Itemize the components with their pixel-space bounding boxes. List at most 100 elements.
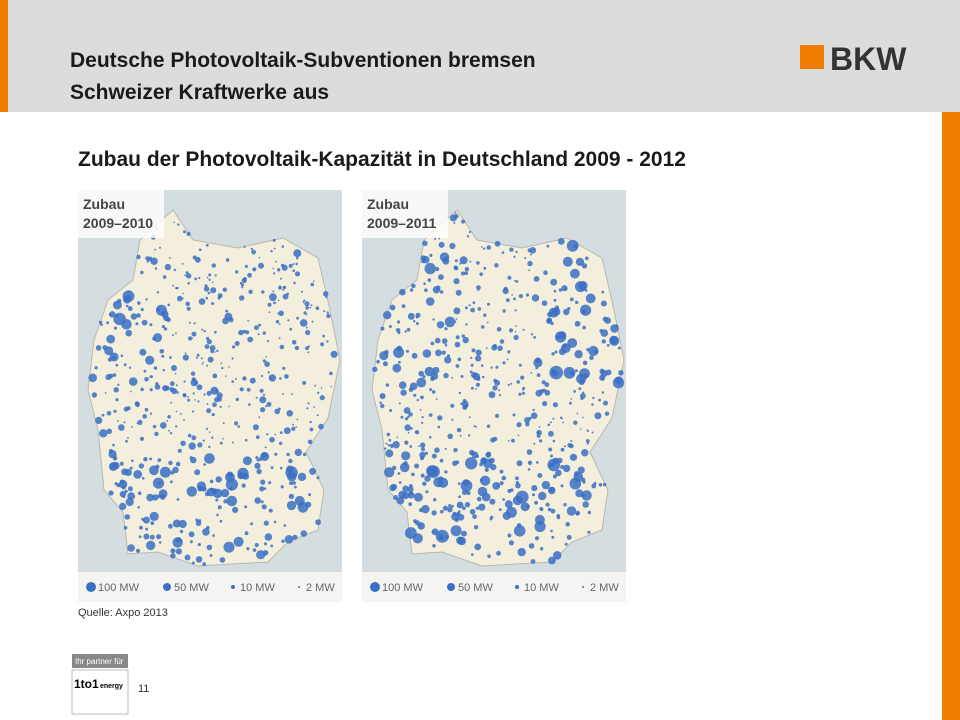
capacity-dot xyxy=(206,544,213,551)
capacity-dot xyxy=(113,409,117,413)
capacity-dot xyxy=(161,325,165,329)
capacity-dot xyxy=(167,303,171,307)
capacity-dot xyxy=(414,430,420,435)
capacity-dot xyxy=(435,398,438,400)
capacity-dot xyxy=(549,486,555,493)
capacity-dot xyxy=(536,429,542,436)
capacity-dot xyxy=(143,457,148,462)
capacity-dot xyxy=(430,376,435,381)
capacity-dot xyxy=(113,312,126,326)
capacity-dot xyxy=(143,369,147,373)
capacity-dot xyxy=(389,409,393,412)
header-accent xyxy=(0,0,8,112)
capacity-dot xyxy=(292,263,295,266)
capacity-dot xyxy=(444,356,452,364)
capacity-dot xyxy=(471,372,477,378)
capacity-dot xyxy=(460,375,464,378)
capacity-dot xyxy=(191,331,197,337)
capacity-dot xyxy=(464,266,470,272)
capacity-dot xyxy=(499,481,504,486)
capacity-dot xyxy=(435,266,440,272)
capacity-dot xyxy=(591,403,594,406)
capacity-dot xyxy=(173,268,177,272)
capacity-dot xyxy=(88,373,97,383)
capacity-dot xyxy=(507,275,512,280)
capacity-dot xyxy=(104,346,114,356)
capacity-dot xyxy=(196,353,200,357)
capacity-dot xyxy=(258,262,264,269)
capacity-dot xyxy=(175,332,177,335)
capacity-dot xyxy=(410,427,413,430)
capacity-dot xyxy=(153,366,158,370)
capacity-dot xyxy=(212,373,218,379)
legend-label: 100 MW xyxy=(382,582,424,594)
capacity-dot xyxy=(136,313,141,318)
capacity-dot xyxy=(551,370,558,377)
capacity-dot xyxy=(286,500,297,511)
capacity-dot xyxy=(555,469,562,477)
capacity-dot xyxy=(502,498,505,501)
capacity-dot xyxy=(464,306,468,310)
capacity-dot xyxy=(272,238,276,242)
capacity-dot xyxy=(548,447,553,452)
page-number: 11 xyxy=(138,683,149,695)
capacity-dot xyxy=(322,334,325,338)
capacity-dot xyxy=(541,300,548,306)
capacity-dot xyxy=(582,501,589,508)
capacity-dot xyxy=(459,434,462,437)
capacity-dot xyxy=(171,365,177,371)
capacity-dot xyxy=(573,472,584,482)
capacity-dot xyxy=(530,372,533,374)
capacity-dot xyxy=(145,355,155,365)
capacity-dot xyxy=(507,350,511,354)
capacity-dot xyxy=(425,490,429,494)
capacity-dot xyxy=(198,298,206,305)
capacity-dot xyxy=(250,522,254,526)
capacity-dot xyxy=(138,535,142,539)
capacity-dot xyxy=(146,540,156,551)
capacity-dot xyxy=(198,519,202,523)
capacity-dot xyxy=(297,472,307,482)
capacity-dot xyxy=(137,491,142,496)
capacity-dot xyxy=(406,327,411,332)
capacity-dot xyxy=(266,340,270,343)
capacity-dot xyxy=(489,498,496,505)
maps: Zubau 2009–2010 100 MW 50 MW 10 MW 2 MW Zubau 2… xyxy=(78,190,626,602)
capacity-dot xyxy=(552,402,558,408)
capacity-dot xyxy=(498,508,502,512)
capacity-dot xyxy=(311,320,314,323)
capacity-dot xyxy=(187,282,190,285)
capacity-dot xyxy=(444,316,456,328)
capacity-dot xyxy=(384,447,387,450)
capacity-dot xyxy=(278,285,282,290)
capacity-dot xyxy=(502,309,506,313)
capacity-dot xyxy=(258,416,261,419)
capacity-dot xyxy=(454,320,457,323)
capacity-dot xyxy=(124,514,131,520)
capacity-dot xyxy=(178,519,187,529)
capacity-dot xyxy=(288,458,293,464)
capacity-dot xyxy=(123,406,129,412)
capacity-dot xyxy=(468,304,471,307)
capacity-dot xyxy=(217,293,223,299)
capacity-dot xyxy=(530,412,538,419)
capacity-dot xyxy=(514,279,517,282)
capacity-dot xyxy=(486,424,491,428)
capacity-dot xyxy=(488,391,496,399)
capacity-dot xyxy=(222,317,229,325)
capacity-dot xyxy=(388,325,392,328)
capacity-dot xyxy=(196,356,198,359)
capacity-dot xyxy=(159,466,171,478)
capacity-dot xyxy=(127,544,135,552)
capacity-dot xyxy=(137,506,140,509)
capacity-dot xyxy=(244,438,248,442)
subtitle: Zubau der Photovoltaik-Kapazität in Deut… xyxy=(78,148,686,171)
capacity-dot xyxy=(180,440,186,446)
capacity-dot xyxy=(502,361,506,365)
capacity-dot xyxy=(535,389,543,397)
capacity-dot xyxy=(416,398,419,402)
capacity-dot xyxy=(259,388,264,393)
capacity-dot xyxy=(533,336,536,339)
capacity-dot xyxy=(185,275,188,277)
capacity-dot xyxy=(476,496,482,502)
